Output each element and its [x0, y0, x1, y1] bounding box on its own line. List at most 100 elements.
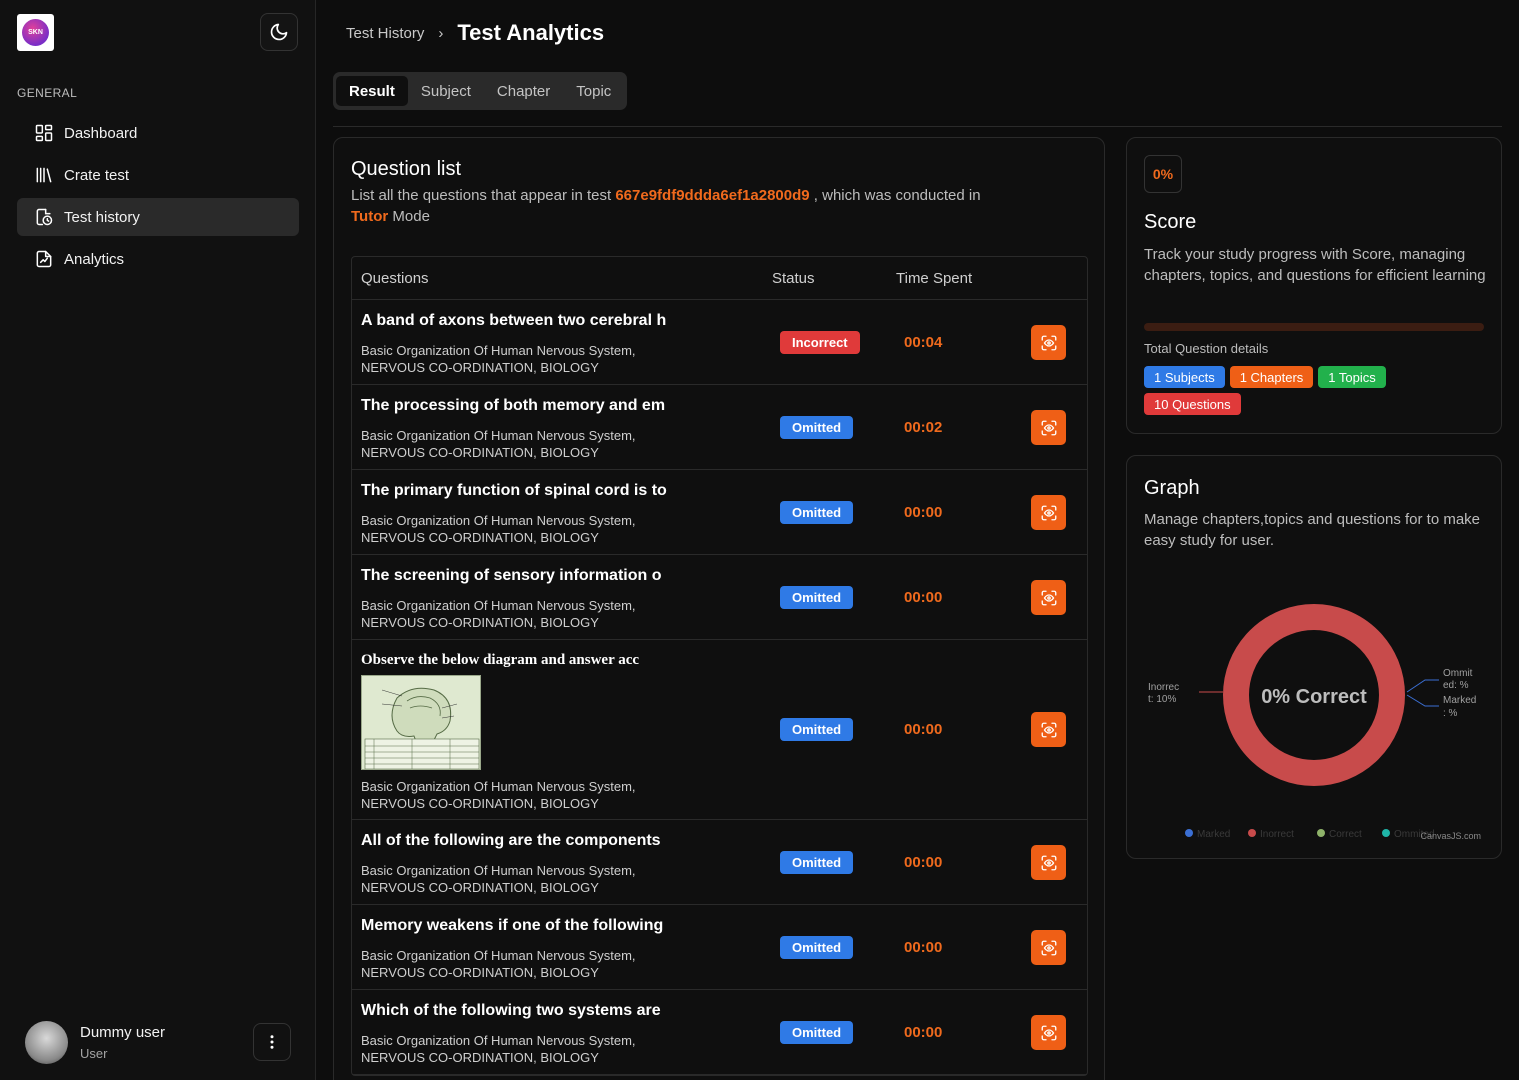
legend-item-incorrect[interactable]: Inorrect [1260, 829, 1294, 840]
table-row: Memory weakens if one of the following B… [352, 905, 1087, 990]
question-topic: Basic Organization Of Human Nervous Syst… [361, 598, 636, 613]
breadcrumb-test-history[interactable]: Test History [346, 24, 425, 42]
question-chapter: NERVOUS CO-ORDINATION, BIOLOGY [361, 1050, 599, 1065]
time-spent: 00:00 [904, 504, 943, 521]
eye-scan-icon [1041, 335, 1056, 350]
app-logo[interactable]: SKN [17, 14, 54, 51]
desc-suffix: Mode [388, 208, 430, 225]
doughnut-ring [1223, 604, 1405, 786]
breadcrumb: Test History › Test Analytics [346, 20, 604, 46]
view-question-button[interactable] [1031, 930, 1066, 965]
section-label-general: GENERAL [17, 86, 78, 100]
sidebar-item-create-test[interactable]: Crate test [17, 156, 299, 194]
chapters-pill: 1 Chapters [1229, 366, 1314, 388]
question-list-title: Question list [351, 158, 462, 180]
sidebar-item-test-history[interactable]: Test history [17, 198, 299, 236]
status-badge: Omitted [780, 851, 854, 874]
legend-marker-correct [1317, 829, 1325, 837]
leader-line-ommited [1406, 679, 1439, 693]
status-badge: Omitted [780, 586, 854, 609]
topics-pill: 1 Topics [1318, 366, 1386, 388]
question-text: A band of axons between two cerebral h [361, 312, 667, 329]
eye-scan-icon [1041, 1025, 1056, 1040]
logo-mark: SKN [22, 19, 49, 46]
test-mode: Tutor [351, 208, 389, 225]
sidebar-item-label: Analytics [64, 250, 125, 268]
question-text: All of the following are the components [361, 832, 661, 849]
sidebar-item-label: Dashboard [64, 124, 138, 142]
eye-scan-icon [1041, 590, 1056, 605]
tab-subject[interactable]: Subject [420, 82, 471, 100]
question-text: The primary function of spinal cord is t… [361, 482, 667, 499]
view-question-button[interactable] [1031, 325, 1066, 360]
total-question-details-label: Total Question details [1144, 341, 1269, 356]
eye-scan-icon [1041, 855, 1056, 870]
chart-center-label: 0% Correct [1261, 686, 1367, 708]
sidebar-item-label: Test history [64, 208, 140, 226]
sidebar-item-dashboard[interactable]: Dashboard [17, 114, 299, 152]
legend-marker-incorrect [1248, 829, 1256, 837]
tab-topic[interactable]: Topic [576, 82, 612, 100]
test-id: 667e9fdf9ddda6ef1a2800d9 [615, 187, 810, 204]
view-question-button[interactable] [1031, 495, 1066, 530]
question-topic: Basic Organization Of Human Nervous Syst… [361, 343, 636, 358]
table-row: The screening of sensory information o B… [352, 555, 1087, 640]
score-title: Score [1144, 211, 1197, 233]
chevron-right-icon: › [438, 24, 444, 42]
score-card: 0% Score Track your study progress with … [1126, 137, 1502, 434]
moon-icon [270, 23, 288, 41]
chart-credit[interactable]: CanvasJS.com [1420, 831, 1481, 841]
table-row: A band of axons between two cerebral h B… [352, 300, 1087, 385]
status-badge: Omitted [780, 501, 854, 524]
chart-label-ommited-value: ed: % [1443, 680, 1469, 691]
desc-prefix: List all the questions that appear in te… [351, 187, 616, 204]
time-spent: 00:00 [904, 854, 943, 871]
chart-label-incorrect-value: t: 10% [1148, 694, 1176, 705]
theme-toggle-button[interactable] [260, 13, 298, 51]
status-badge: Omitted [780, 1021, 854, 1044]
table-row: The primary function of spinal cord is t… [352, 470, 1087, 555]
view-question-button[interactable] [1031, 712, 1066, 747]
status-badge: Omitted [780, 416, 854, 439]
graph-description: Manage chapters,topics and questions for… [1144, 511, 1481, 549]
sidebar-item-analytics[interactable]: Analytics [17, 240, 299, 278]
view-question-button[interactable] [1031, 845, 1066, 880]
question-table: Questions Status Time Spent A band of ax… [351, 256, 1088, 1076]
question-chapter: NERVOUS CO-ORDINATION, BIOLOGY [361, 615, 599, 630]
question-chapter: NERVOUS CO-ORDINATION, BIOLOGY [361, 796, 599, 811]
view-question-button[interactable] [1031, 580, 1066, 615]
question-text: The screening of sensory information o [361, 567, 662, 584]
time-spent: 00:04 [904, 334, 943, 351]
desc-middle: , which was conducted in [809, 187, 981, 204]
legend-item-correct[interactable]: Correct [1329, 829, 1362, 840]
tab-result[interactable]: Result [336, 76, 408, 106]
table-row: The processing of both memory and em Bas… [352, 385, 1087, 470]
time-spent: 00:00 [904, 939, 943, 956]
question-chapter: NERVOUS CO-ORDINATION, BIOLOGY [361, 880, 599, 895]
time-spent: 00:02 [904, 419, 943, 436]
user-menu-button[interactable] [253, 1023, 291, 1061]
doughnut-chart: 0% Correct Inorrec t: 10% Ommit ed: % Ma… [1148, 604, 1481, 841]
question-topic: Basic Organization Of Human Nervous Syst… [361, 428, 636, 443]
question-list-card: Question list List all the questions tha… [333, 137, 1105, 1080]
eye-scan-icon [1041, 505, 1056, 520]
tab-chapter[interactable]: Chapter [496, 82, 551, 100]
leader-line-marked [1406, 694, 1439, 707]
status-badge: Omitted [780, 718, 854, 741]
question-topic: Basic Organization Of Human Nervous Syst… [361, 863, 636, 878]
user-name: Dummy user [80, 1023, 166, 1041]
avatar[interactable] [25, 1020, 68, 1064]
legend-item-ommited[interactable]: Ommited [1394, 829, 1435, 840]
question-chapter: NERVOUS CO-ORDINATION, BIOLOGY [361, 445, 599, 460]
legend-marker-ommited [1382, 829, 1390, 837]
table-row: All of the following are the components … [352, 820, 1087, 905]
question-text: Memory weakens if one of the following [361, 917, 664, 934]
eye-scan-icon [1041, 420, 1056, 435]
view-question-button[interactable] [1031, 1015, 1066, 1050]
view-question-button[interactable] [1031, 410, 1066, 445]
table-row: Which of the following two systems are B… [352, 990, 1087, 1075]
question-detail-pills: 1 Subjects 1 Chapters 1 Topics 10 Questi… [1144, 366, 1444, 415]
chart-label-incorrect: Inorrec [1148, 682, 1179, 693]
user-profile: Dummy user User [25, 1020, 291, 1064]
legend-item-marked[interactable]: Marked [1197, 829, 1230, 840]
